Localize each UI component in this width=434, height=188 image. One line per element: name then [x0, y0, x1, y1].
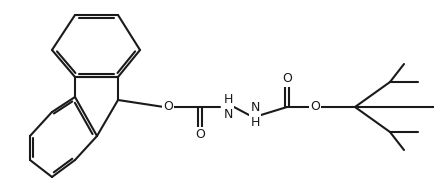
- Text: O: O: [195, 129, 205, 142]
- Text: O: O: [163, 101, 173, 114]
- Text: N
H: N H: [250, 101, 260, 129]
- Text: O: O: [310, 101, 320, 114]
- Text: H
N: H N: [224, 93, 233, 121]
- Text: O: O: [282, 73, 292, 86]
